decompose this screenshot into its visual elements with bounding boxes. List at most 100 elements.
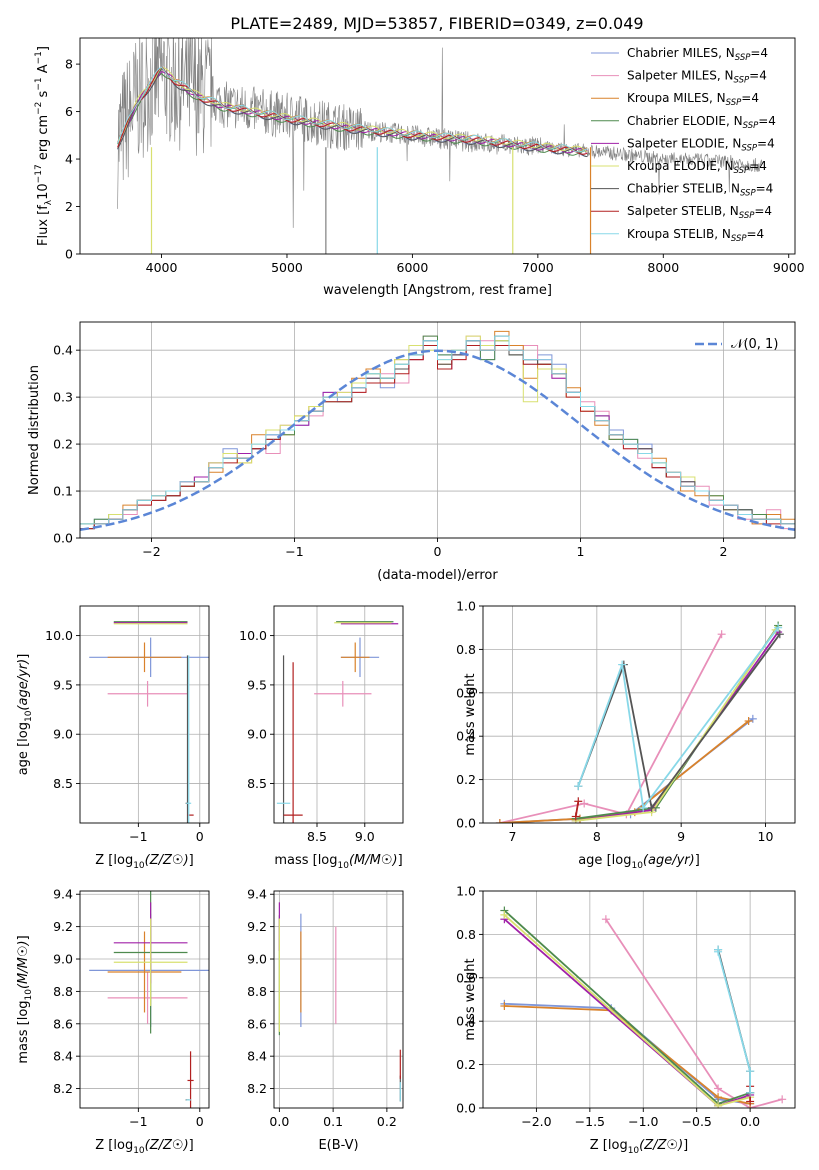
y-tick-label: 10.0 <box>239 628 267 643</box>
x-tick-label: −1.5 <box>575 1114 605 1129</box>
weight-series-salpeter-elodie <box>571 628 783 823</box>
x-tick-label: 8 <box>593 829 601 844</box>
errorbar-kroupa-elodie <box>113 918 188 1006</box>
plot-area <box>117 38 764 254</box>
y-tick-label: 6 <box>65 104 73 119</box>
y-tick-label: 8.4 <box>53 1049 73 1064</box>
y-tick-label: 8.4 <box>247 1049 267 1064</box>
x-tick-label: 8000 <box>647 260 679 275</box>
plot-area <box>89 891 209 1108</box>
x-tick-label: 0.1 <box>323 1114 343 1129</box>
y-tick-label: 8.5 <box>247 776 267 791</box>
x-tick-label: 8.5 <box>307 829 327 844</box>
y-tick-label: 0.6 <box>456 970 476 985</box>
normal-curve <box>80 349 795 532</box>
x-tick-label: 0.0 <box>269 1114 289 1129</box>
x-tick-label: −1 <box>285 544 303 559</box>
observed-spectrum-line <box>117 38 764 228</box>
x-axis-label: Z [log10(Z/Z☉)] <box>95 1138 193 1156</box>
y-tick-label: 0.0 <box>53 531 73 546</box>
x-tick-label: −2 <box>142 544 160 559</box>
legend-label: Salpeter MILES, NSSP=4 <box>627 69 767 86</box>
axes-frame <box>482 890 796 1109</box>
errorbar-salpeter-stelib <box>187 1051 194 1108</box>
legend-label: Chabrier MILES, NSSP=4 <box>627 46 768 63</box>
x-tick-label: 7 <box>509 829 517 844</box>
panel-residuals: −2 −1 0 1 2 0.0 0.1 0.2 0.3 0.4 (data-model)/error… <box>27 321 796 583</box>
panel-mass-vs-EBV: 0.0 0.1 0.2 8.2 8.4 8.6 8.8 9.0 9.2 9.4 E(B-V) <box>247 887 404 1153</box>
x-axis-label: wavelength [Angstrom, rest frame] <box>323 283 552 298</box>
weight-series-salpeter-stelib <box>571 797 583 821</box>
y-tick-label: 0.2 <box>456 1057 476 1072</box>
x-tick-label: 9.0 <box>355 829 375 844</box>
y-tick-label: 0.8 <box>456 927 476 942</box>
y-tick-label: 8.6 <box>247 1016 267 1031</box>
y-axis-label: age [log10(age/yr)] <box>16 654 34 776</box>
weight-series-kroupa-elodie <box>571 625 780 823</box>
x-tick-label: 5000 <box>271 260 303 275</box>
y-tick-label: 9.0 <box>53 727 73 742</box>
x-tick-label: −1.0 <box>628 1114 658 1129</box>
panel-mass-vs-Z: −1 0 8.2 8.4 8.6 8.8 9.0 9.2 9.4 Z [log10(Z/Z☉)] m… <box>16 887 210 1156</box>
weight-series-kroupa-miles <box>495 717 753 823</box>
weight-series-kroupa-stelib <box>574 623 783 812</box>
errorbar-salpeter-miles <box>107 971 188 1024</box>
x-tick-label: 0.0 <box>740 1114 760 1129</box>
y-axis-label: mass weight <box>463 958 478 1040</box>
y-tick-label: 8.2 <box>53 1081 73 1096</box>
plot-area <box>89 621 209 823</box>
axes-frame <box>79 37 796 255</box>
weight-series-chabrier-miles <box>495 714 757 823</box>
legend-label: Kroupa MILES, NSSP=4 <box>627 91 759 108</box>
x-axis-label: Z [log10(Z/Z☉)] <box>590 1138 688 1156</box>
axes-frame <box>79 890 210 1109</box>
errorbar-salpeter-stelib <box>283 662 303 823</box>
x-axis-label: (data-model)/error <box>377 568 498 583</box>
y-tick-label: 0.8 <box>456 642 476 657</box>
figure-title: PLATE=2489, MJD=53857, FIBERID=0349, z=0… <box>230 14 643 33</box>
legend-label: 𝒩(0, 1) <box>731 337 778 352</box>
y-tick-label: 9.0 <box>247 952 267 967</box>
weight-series-kroupa-stelib <box>714 945 755 1097</box>
x-axis-label: age [log10(age/yr)] <box>578 853 700 871</box>
y-tick-label: 0.2 <box>456 772 476 787</box>
x-axis-label: Z [log10(Z/Z☉)] <box>95 853 193 871</box>
y-tick-label: 9.2 <box>247 919 267 934</box>
y-axis-label: Normed distribution <box>27 365 42 495</box>
y-tick-label: 8.6 <box>53 1016 73 1031</box>
y-tick-label: 9.2 <box>53 919 73 934</box>
axes-frame <box>273 890 404 1109</box>
y-tick-label: 8.8 <box>53 984 73 999</box>
y-axis-label: mass weight <box>463 673 478 755</box>
axes-frame <box>482 605 796 824</box>
y-tick-label: 0.4 <box>53 343 73 358</box>
x-tick-label: 9 <box>677 829 685 844</box>
hist-kroupa-stelib <box>80 335 795 538</box>
x-axis-label: E(B-V) <box>318 1138 358 1153</box>
y-tick-label: 8 <box>65 57 73 72</box>
y-tick-label: 8.2 <box>247 1081 267 1096</box>
legend-label: Chabrier ELODIE, NSSP=4 <box>627 114 776 131</box>
errorbar-kroupa-miles <box>107 642 182 673</box>
model-line-8 <box>117 66 588 153</box>
x-tick-label: 0 <box>196 1114 204 1129</box>
y-tick-label: 0.3 <box>53 390 73 405</box>
y-tick-label: 9.4 <box>53 887 73 902</box>
plot-area <box>500 906 787 1108</box>
x-tick-label: −2.0 <box>521 1114 551 1129</box>
y-tick-label: 9.5 <box>53 677 73 692</box>
y-tick-label: 0 <box>65 247 73 262</box>
errorbar-kroupa-miles <box>107 931 182 1013</box>
y-tick-label: 8.5 <box>53 776 73 791</box>
y-tick-label: 0.1 <box>53 484 73 499</box>
y-tick-label: 1.0 <box>456 599 476 614</box>
plot-area <box>495 621 784 823</box>
x-tick-label: 7000 <box>522 260 554 275</box>
x-tick-label: −1 <box>129 829 147 844</box>
plot-area <box>276 621 399 823</box>
panel-mass-weight-vs-age: 7 8 9 10 0.0 0.2 0.4 0.6 0.8 1.0 age [log10(age/yr… <box>456 599 796 871</box>
y-tick-label: 8.8 <box>247 984 267 999</box>
x-tick-label: −0.5 <box>682 1114 712 1129</box>
y-tick-label: 0.4 <box>456 729 476 744</box>
